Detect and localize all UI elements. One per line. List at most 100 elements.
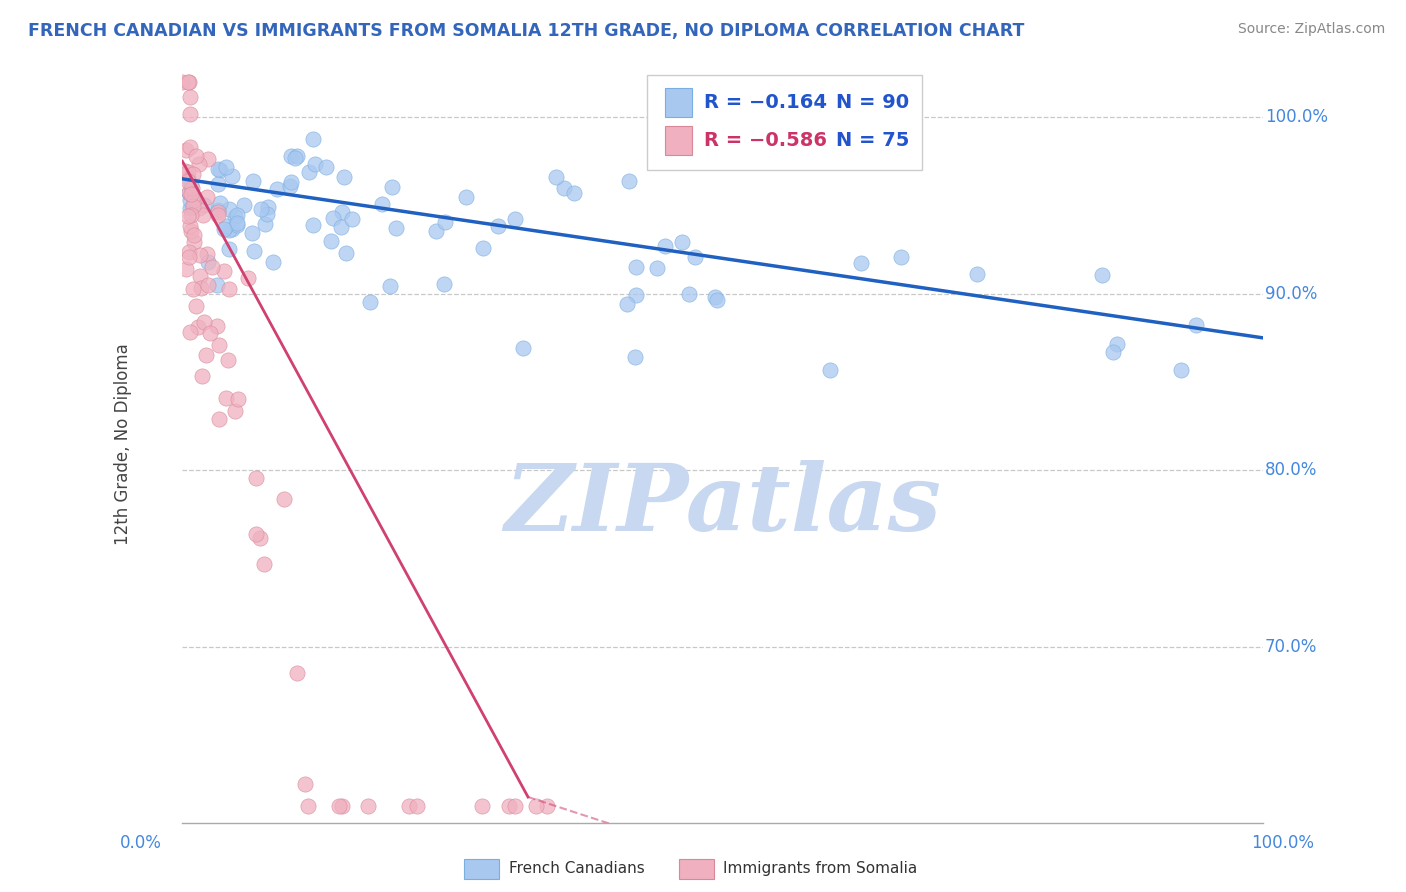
Point [183, 235, 205, 249]
Point [280, 175, 302, 189]
Point [285, 149, 308, 163]
Point [370, 196, 392, 211]
Point [179, 186, 201, 200]
Point [226, 392, 249, 406]
Point [302, 219, 325, 233]
Point [183, 193, 205, 207]
Point [191, 368, 214, 383]
Point [181, 282, 204, 296]
Point [188, 247, 211, 261]
Text: R = −0.164: R = −0.164 [704, 94, 827, 112]
Point [253, 557, 276, 571]
Point [433, 277, 456, 291]
Point [197, 246, 219, 260]
Point [174, 262, 197, 277]
Point [183, 228, 205, 243]
Point [207, 178, 229, 192]
Point [197, 255, 219, 269]
Point [322, 211, 344, 225]
Point [624, 350, 647, 364]
Point [218, 282, 240, 296]
Point [706, 293, 728, 308]
Point [218, 222, 240, 236]
Point [179, 140, 201, 154]
Point [245, 471, 267, 485]
Point [335, 246, 357, 260]
Point [678, 286, 700, 301]
Point [193, 198, 215, 212]
Point [217, 352, 239, 367]
Text: 90.0%: 90.0% [1265, 285, 1317, 302]
Point [226, 208, 249, 222]
FancyBboxPatch shape [665, 88, 692, 117]
Point [1170, 363, 1192, 377]
Point [225, 216, 247, 230]
Point [184, 149, 207, 163]
Point [654, 239, 676, 253]
Point [187, 201, 209, 215]
Text: Immigrants from Somalia: Immigrants from Somalia [723, 862, 917, 876]
Point [546, 170, 568, 185]
Point [683, 250, 706, 264]
Point [207, 162, 229, 177]
Text: N = 75: N = 75 [837, 131, 910, 150]
Point [174, 164, 197, 178]
Text: N = 90: N = 90 [837, 94, 910, 112]
Point [1105, 337, 1128, 351]
Point [256, 207, 278, 221]
Point [425, 224, 447, 238]
Point [645, 260, 668, 275]
Point [486, 219, 509, 234]
Point [1091, 268, 1114, 283]
Point [330, 798, 353, 813]
Point [1101, 345, 1123, 359]
Point [225, 218, 247, 232]
Point [224, 404, 246, 418]
Point [236, 270, 259, 285]
Point [181, 200, 204, 214]
Point [180, 178, 202, 193]
Point [330, 220, 353, 235]
Point [624, 260, 647, 274]
Point [207, 202, 229, 217]
Point [179, 193, 201, 207]
Text: ZIPatlas: ZIPatlas [503, 459, 941, 549]
Point [180, 187, 202, 202]
Point [186, 299, 208, 313]
Point [218, 242, 240, 256]
Point [503, 211, 526, 226]
Point [176, 170, 198, 185]
Point [194, 347, 217, 361]
Point [187, 320, 209, 334]
Point [818, 363, 841, 377]
Point [179, 201, 201, 215]
Point [257, 201, 280, 215]
Point [434, 214, 457, 228]
Point [385, 220, 408, 235]
Point [193, 315, 215, 329]
Point [319, 235, 342, 249]
Point [340, 211, 363, 226]
Point [177, 165, 200, 179]
Point [243, 244, 266, 258]
Point [179, 251, 201, 265]
Point [181, 199, 204, 213]
Point [471, 798, 494, 813]
Point [536, 798, 558, 813]
Point [262, 254, 284, 268]
Point [197, 152, 219, 166]
Point [218, 202, 240, 217]
Point [333, 170, 356, 185]
Point [284, 151, 307, 165]
Point [302, 132, 325, 146]
Text: 0.0%: 0.0% [120, 834, 162, 852]
Point [328, 798, 350, 813]
Point [207, 208, 229, 222]
Point [180, 224, 202, 238]
Point [208, 338, 231, 352]
Point [624, 288, 647, 302]
Point [1184, 318, 1206, 332]
Point [278, 179, 301, 194]
Point [179, 325, 201, 339]
Point [512, 342, 534, 356]
